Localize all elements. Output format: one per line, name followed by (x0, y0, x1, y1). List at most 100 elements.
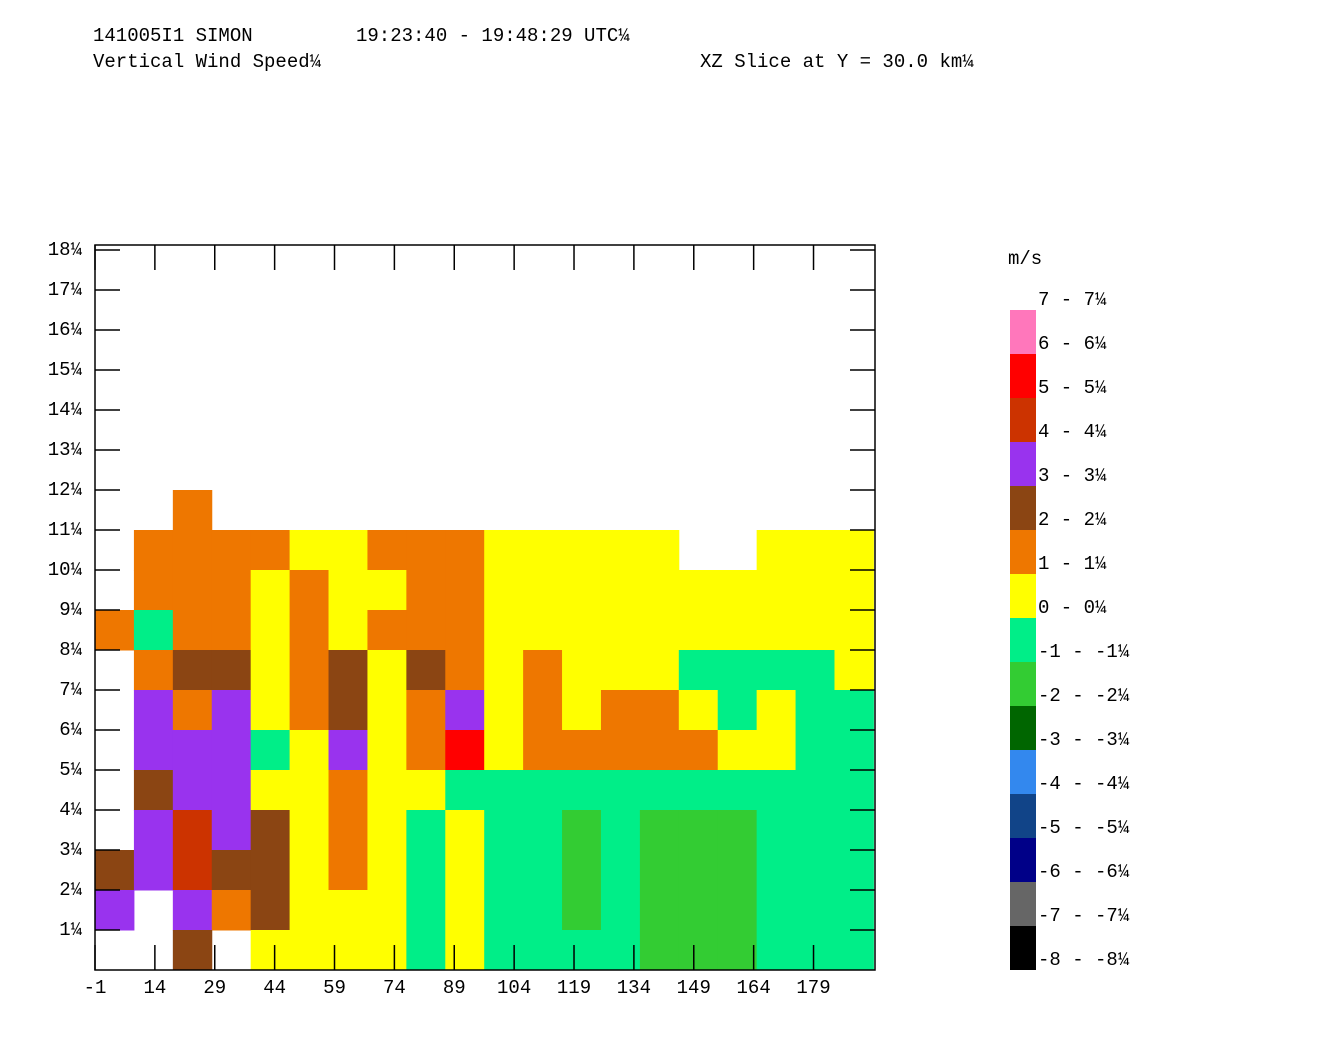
cell (795, 530, 835, 571)
cell (639, 770, 680, 811)
cell (211, 890, 252, 931)
x-tick-label: 59 (323, 977, 346, 999)
cell (367, 770, 407, 811)
cell (289, 650, 330, 691)
cell (133, 730, 174, 771)
cell (211, 650, 252, 691)
cell (133, 850, 174, 891)
cell (328, 650, 368, 691)
cell (172, 530, 213, 571)
y-tick-label: 14¼ (48, 399, 83, 421)
cell (133, 690, 174, 731)
cell (639, 690, 680, 731)
cell (834, 930, 874, 971)
cell (328, 530, 368, 571)
x-tick-label: 134 (617, 977, 651, 999)
chart-subtitle: Vertical Wind Speed¼ (93, 51, 322, 73)
y-tick-label: 3¼ (59, 839, 82, 861)
cell (328, 570, 368, 611)
cell (523, 930, 563, 971)
colorbar-swatch (1010, 442, 1036, 486)
cell (211, 530, 252, 571)
colorbar-label: -4 - -4¼ (1038, 773, 1130, 795)
y-tick-label: 16¼ (48, 319, 83, 341)
colorbar-label: 6 - 6¼ (1038, 333, 1107, 355)
cell (133, 610, 174, 651)
cell (406, 770, 446, 811)
cell (639, 930, 680, 971)
cell (133, 770, 174, 811)
cell (250, 770, 291, 811)
y-tick-label: 13¼ (48, 439, 83, 461)
cell (717, 810, 758, 851)
colorbar-swatch (1010, 310, 1036, 354)
cell (250, 890, 291, 931)
cell (795, 650, 835, 691)
colorbar-label: 1 - 1¼ (1038, 553, 1107, 575)
x-tick-label: 14 (143, 977, 166, 999)
cell (367, 610, 407, 651)
cell (756, 610, 797, 651)
cell (211, 810, 252, 851)
cell (600, 650, 641, 691)
cell (717, 850, 758, 891)
colorbar-swatch (1010, 706, 1036, 750)
cell (328, 690, 368, 731)
cell (133, 810, 174, 851)
cell (678, 650, 719, 691)
x-tick-label: -1 (84, 977, 107, 999)
cell (445, 730, 485, 771)
cell (445, 690, 485, 731)
y-tick-label: 2¼ (59, 879, 82, 901)
cell (562, 850, 602, 891)
cell (523, 890, 563, 931)
cell (834, 890, 874, 931)
cell (289, 890, 330, 931)
colorbar-swatch (1010, 750, 1036, 794)
cell (600, 690, 641, 731)
cell (717, 730, 758, 771)
colorbar-swatch (1010, 574, 1036, 618)
cell (523, 730, 563, 771)
y-tick-label: 9¼ (59, 599, 82, 621)
cell (639, 570, 680, 611)
x-tick-label: 119 (557, 977, 591, 999)
cell (133, 570, 174, 611)
cell (367, 810, 407, 851)
cell (133, 530, 174, 571)
colorbar-swatch (1010, 530, 1036, 574)
cell (406, 730, 446, 771)
cell (445, 810, 485, 851)
cell (484, 730, 524, 771)
cell (289, 850, 330, 891)
cell (95, 610, 135, 651)
colorbar-label: 4 - 4¼ (1038, 421, 1107, 443)
cell (717, 930, 758, 971)
colorbar-label: 5 - 5¼ (1038, 377, 1107, 399)
cell (756, 850, 797, 891)
cell (717, 690, 758, 731)
cell (523, 570, 563, 611)
cell (600, 610, 641, 651)
cell (406, 890, 446, 931)
y-tick-label: 17¼ (48, 279, 83, 301)
cell (523, 650, 563, 691)
cell (445, 930, 485, 971)
cell (600, 530, 641, 571)
cell (717, 610, 758, 651)
cell (756, 730, 797, 771)
cell (328, 610, 368, 651)
chart-title: 141005I1 SIMON (93, 25, 253, 47)
cell (289, 690, 330, 731)
cell (172, 490, 213, 531)
cell (717, 570, 758, 611)
x-tick-label: 29 (203, 977, 226, 999)
cell (289, 930, 330, 971)
cell (445, 770, 485, 811)
cell (523, 810, 563, 851)
x-tick-label: 89 (443, 977, 466, 999)
cell (484, 770, 524, 811)
cell (484, 690, 524, 731)
cell (211, 770, 252, 811)
cell (172, 730, 213, 771)
